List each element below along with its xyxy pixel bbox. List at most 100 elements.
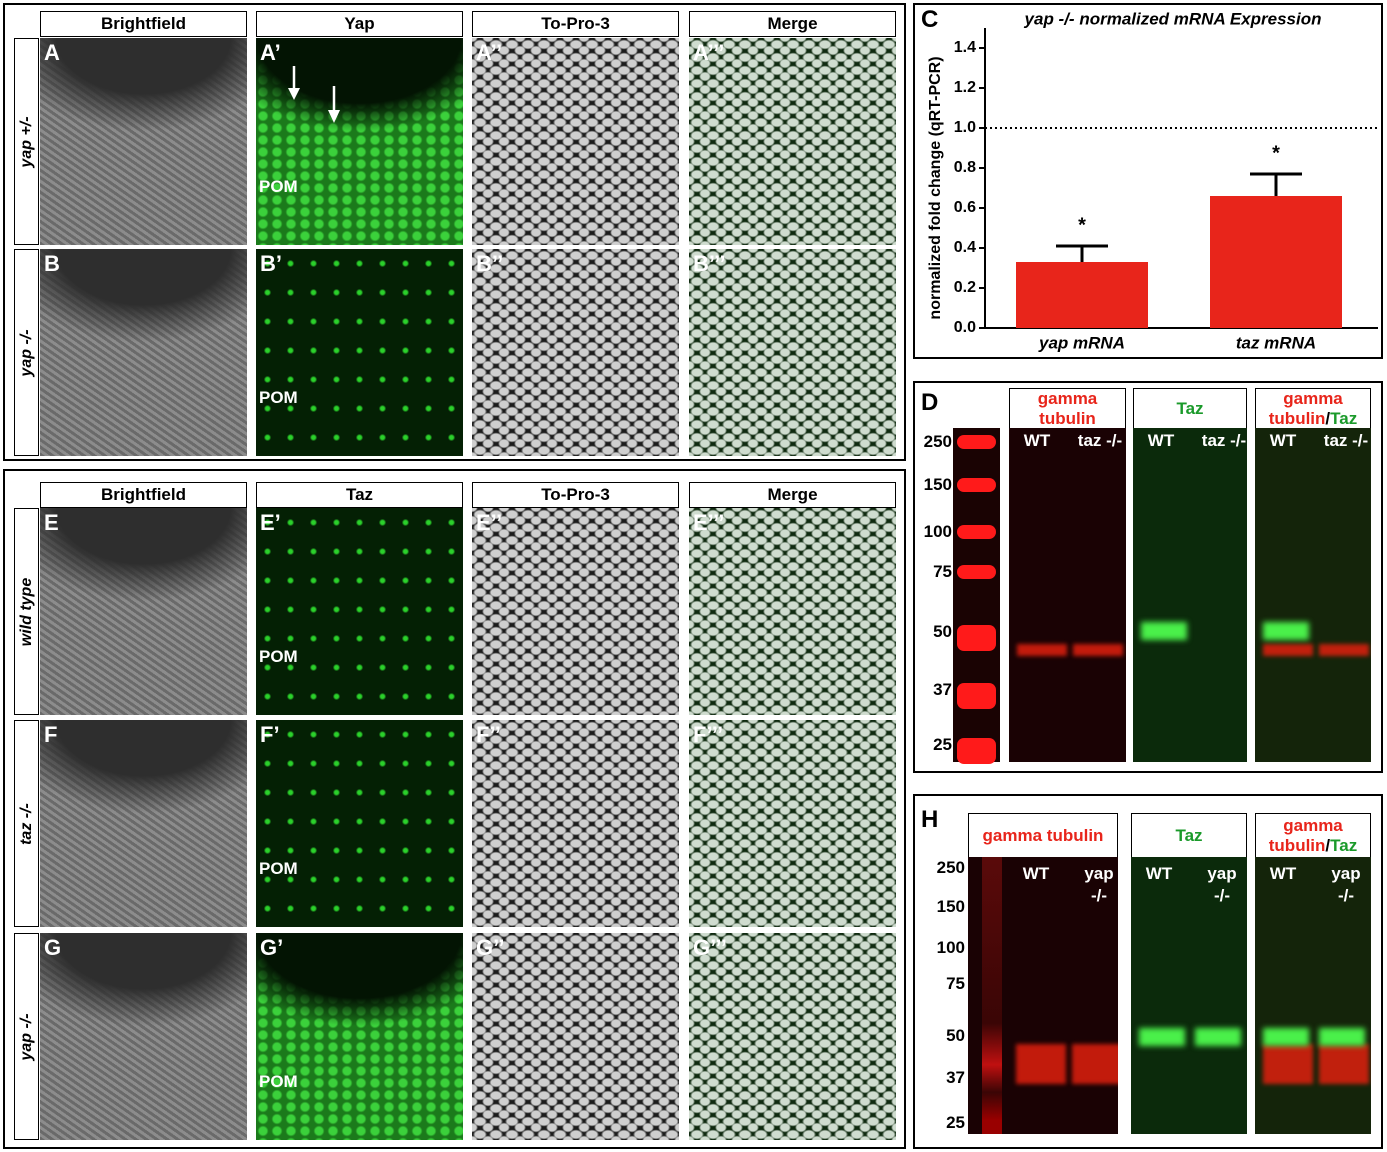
genotype-label: taz -/- [14, 720, 39, 927]
ladder-label: 250 [936, 858, 965, 877]
ladder-smear [982, 857, 1002, 1134]
title-part: gamma tubulin [1268, 815, 1343, 855]
micrograph [40, 720, 247, 927]
ladder-label: 37 [946, 1068, 965, 1087]
ladder-label: 150 [936, 897, 965, 916]
band-green [1263, 622, 1309, 640]
title-part: / [1325, 835, 1331, 855]
title-part: Taz [1176, 398, 1204, 418]
panel-letter: A’’ [476, 40, 503, 65]
blot-title: gamma tubulin/Taz [1264, 816, 1362, 856]
panel-letter: B’’ [476, 251, 504, 276]
genotype-text: taz -/- [17, 802, 35, 845]
column-header: Brightfield [40, 482, 247, 508]
band-green [1319, 1028, 1365, 1046]
micrograph [472, 38, 679, 245]
genotype-label: yap -/- [14, 249, 39, 456]
blot-title: gamma tubulin [1018, 389, 1117, 429]
panel-letter: F’’’ [693, 722, 724, 747]
panel-letter: B’ [260, 251, 282, 276]
lane-label: taz -/- [1201, 431, 1247, 450]
blot-header: Taz [1131, 813, 1247, 858]
panel-letter: B’’’ [693, 251, 726, 276]
genotype-text: wild type [17, 577, 35, 646]
ladder-band [957, 625, 996, 651]
panel-letter: G [44, 935, 62, 960]
blot-frame [913, 381, 1383, 773]
micrograph [472, 720, 679, 927]
micrograph [256, 38, 463, 245]
panel-letter: G’ [260, 935, 284, 960]
genotype-text: yap -/- [17, 1012, 35, 1061]
band-red [1016, 1044, 1066, 1084]
band-red [1263, 1044, 1313, 1084]
ladder-label: 25 [946, 1113, 965, 1132]
micrograph [256, 508, 463, 715]
pom-label: POM [259, 647, 298, 666]
pom-label: POM [259, 859, 298, 878]
band-green [1141, 622, 1187, 640]
ladder-label: 75 [946, 974, 965, 993]
blot-header: gamma tubulin/Taz [1255, 813, 1371, 858]
blot-frame [913, 794, 1383, 1149]
title-part: Taz [1175, 825, 1203, 845]
column-header: Brightfield [40, 11, 247, 37]
micrograph [689, 249, 896, 456]
blot-image [1009, 428, 1126, 762]
panel-letter: D [921, 389, 939, 416]
ladder-label: 100 [923, 522, 952, 541]
micrograph [40, 38, 247, 245]
micrograph [689, 933, 896, 1140]
title-part: gamma tubulin [1268, 388, 1343, 428]
panel-letter: A’’’ [693, 40, 725, 65]
micrograph [40, 508, 247, 715]
panel-letter: E’ [260, 510, 281, 535]
title-part: / [1325, 408, 1331, 428]
lane-label: yap -/- [1207, 864, 1237, 905]
band-red [1073, 644, 1123, 656]
genotype-label: yap +/- [14, 38, 39, 245]
blot-header: gamma tubulin [1009, 388, 1126, 429]
column-header: Yap [256, 11, 463, 37]
ladder-label: 75 [933, 562, 952, 581]
ladder-label: 100 [936, 938, 965, 957]
lane-label: WT [1022, 864, 1050, 883]
panel-letter: H [921, 806, 939, 833]
micrograph [256, 933, 463, 1140]
panel-letter: F [44, 722, 58, 747]
ladder-label: 250 [923, 432, 952, 451]
panel-letter: A’ [260, 40, 281, 65]
panel-letter: F’’ [476, 722, 501, 747]
ladder-label: 50 [933, 622, 952, 641]
band-red [1263, 644, 1313, 656]
micrograph [472, 933, 679, 1140]
column-header: Merge [689, 11, 896, 37]
title-part: gamma tubulin [982, 825, 1104, 845]
blot-image [1255, 428, 1371, 762]
blot-header: gamma tubulin/Taz [1255, 388, 1371, 429]
ladder-label: 25 [933, 735, 952, 754]
panel-letter: E [44, 510, 59, 535]
title-part: gamma tubulin [1037, 388, 1098, 428]
pom-label: POM [259, 177, 298, 196]
column-header: Taz [256, 482, 463, 508]
lane-labels: WT yap -/- [1263, 863, 1373, 913]
panel-letter: F’ [260, 722, 280, 747]
panel-block [3, 3, 906, 461]
micrograph [256, 249, 463, 456]
lane-labels: WT taz -/- [1263, 430, 1373, 480]
blot-header: Taz [1133, 388, 1247, 429]
micrograph [40, 933, 247, 1140]
column-header: Merge [689, 482, 896, 508]
micrograph [256, 720, 463, 927]
blot-title: Taz [1176, 399, 1203, 419]
lane-labels: WT yap -/- [1139, 863, 1249, 913]
title-part: Taz [1330, 835, 1358, 855]
lane-label: taz -/- [1323, 431, 1369, 450]
lane-labels: WT yap -/- [1016, 863, 1126, 913]
genotype-label: wild type [14, 508, 39, 715]
blot-title: Taz [1175, 826, 1202, 846]
column-header: To-Pro-3 [472, 482, 679, 508]
panel-letter: E’’’ [693, 510, 725, 535]
